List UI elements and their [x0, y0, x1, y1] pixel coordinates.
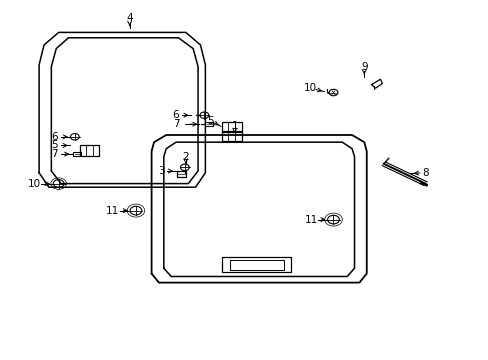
Text: 6: 6 — [51, 132, 58, 142]
Bar — [222, 131, 241, 141]
Text: 6: 6 — [172, 110, 179, 120]
Text: 1: 1 — [231, 121, 238, 131]
Text: 11: 11 — [304, 215, 318, 225]
Text: 7: 7 — [51, 149, 58, 159]
Bar — [205, 122, 213, 126]
Text: 10: 10 — [304, 83, 316, 93]
Text: 4: 4 — [126, 13, 133, 23]
Text: 5: 5 — [51, 140, 58, 150]
Text: 2: 2 — [182, 152, 189, 162]
Bar — [73, 152, 81, 156]
Bar — [222, 122, 241, 132]
Text: 9: 9 — [360, 62, 367, 72]
Bar — [80, 145, 99, 156]
Text: 7: 7 — [172, 119, 179, 129]
Text: 5: 5 — [206, 116, 213, 126]
Text: 8: 8 — [421, 168, 428, 178]
Bar — [177, 171, 185, 177]
Text: 3: 3 — [158, 166, 164, 176]
Text: 11: 11 — [105, 206, 119, 216]
Text: 10: 10 — [28, 179, 41, 189]
